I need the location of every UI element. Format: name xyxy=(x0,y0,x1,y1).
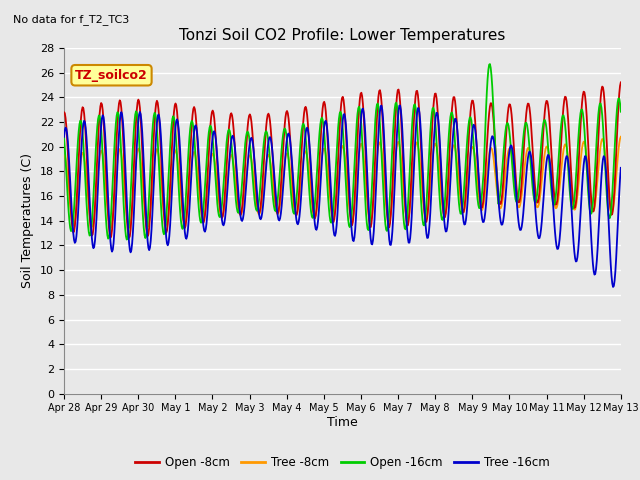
Title: Tonzi Soil CO2 Profile: Lower Temperatures: Tonzi Soil CO2 Profile: Lower Temperatur… xyxy=(179,28,506,43)
Legend: Open -8cm, Tree -8cm, Open -16cm, Tree -16cm: Open -8cm, Tree -8cm, Open -16cm, Tree -… xyxy=(131,451,554,474)
Text: TZ_soilco2: TZ_soilco2 xyxy=(75,69,148,82)
X-axis label: Time: Time xyxy=(327,416,358,429)
Y-axis label: Soil Temperatures (C): Soil Temperatures (C) xyxy=(22,153,35,288)
Text: No data for f_T2_TC3: No data for f_T2_TC3 xyxy=(13,14,129,25)
